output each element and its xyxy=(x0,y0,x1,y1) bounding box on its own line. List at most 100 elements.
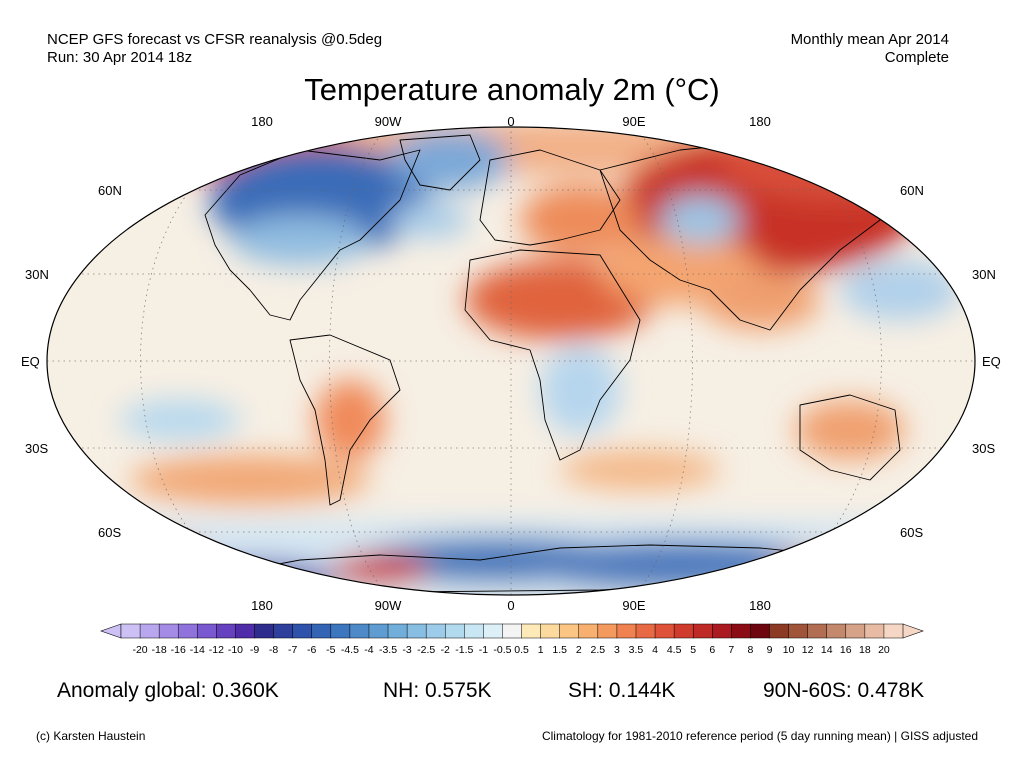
colorbar-swatch xyxy=(521,623,542,639)
colorbar-tick-label: 7 xyxy=(728,644,734,656)
colorbar-swatches xyxy=(100,623,924,639)
stat-nh: NH: 0.575K xyxy=(383,679,492,702)
run-info: Run: 30 Apr 2014 18z xyxy=(47,49,193,66)
colorbar-tick-label: 3.5 xyxy=(629,644,644,656)
colorbar-tick-label: 4 xyxy=(652,644,658,656)
colorbar-tick-label: 3 xyxy=(614,644,620,656)
climatology-note: Climatology for 1981-2010 reference peri… xyxy=(541,729,978,743)
colorbar-tick-label: 1.5 xyxy=(552,644,567,656)
lon-label-bottom-180e: 180 xyxy=(749,598,771,613)
colorbar-swatch xyxy=(673,623,694,639)
colorbar-tick-label: -12 xyxy=(209,644,224,656)
colorbar-swatch xyxy=(845,623,866,639)
stat-sh: SH: 0.144K xyxy=(568,679,676,702)
lon-label-bottom-180w: 180 xyxy=(251,598,273,613)
colorbar-tick-label: 6 xyxy=(709,644,715,656)
colorbar-tick-label: 4.5 xyxy=(667,644,682,656)
colorbar-swatch xyxy=(788,623,809,639)
colorbar-swatch xyxy=(883,623,904,639)
colorbar-tick-label: 1 xyxy=(538,644,544,656)
lon-label-top-90w: 90W xyxy=(374,114,402,129)
colorbar-swatch xyxy=(120,623,141,639)
map-title: Temperature anomaly 2m (°C) xyxy=(304,72,720,107)
colorbar-tick-label: 16 xyxy=(840,644,852,656)
colorbar-tick-label: -2 xyxy=(441,644,450,656)
lon-label-top-90e: 90E xyxy=(622,114,646,129)
colorbar-swatch xyxy=(311,623,332,639)
lat-label-right-60n: 60N xyxy=(900,183,924,198)
colorbar-tick-label: 8 xyxy=(747,644,753,656)
globe-outline xyxy=(46,126,976,596)
colorbar-tick-label: 14 xyxy=(821,644,833,656)
colorbar-swatch xyxy=(216,623,236,639)
colorbar-tick-label: 5 xyxy=(690,644,696,656)
colorbar-swatch xyxy=(444,623,465,639)
colorbar-swatch xyxy=(559,623,580,639)
colorbar-ticks: -20 -18 -16 -14 -12 -10 -9 -8 -7 -6 -5 -4.5 -4 -3.5 -3… xyxy=(132,644,889,656)
model-info: NCEP GFS forecast vs CFSR reanalysis @0.… xyxy=(47,31,383,48)
colorbar-swatch xyxy=(273,623,294,639)
colorbar-tick-label: -16 xyxy=(171,644,186,656)
colorbar-tick-label: -3 xyxy=(402,644,411,656)
colorbar-tick-label: -20 xyxy=(132,644,147,656)
lon-label-top-0: 0 xyxy=(507,114,515,129)
colorbar-swatch xyxy=(368,623,389,639)
credit: (c) Karsten Haustein xyxy=(36,729,146,743)
colorbar-tick-label: -1.5 xyxy=(455,644,473,656)
colorbar-swatch xyxy=(502,623,523,639)
colorbar-tick-label: -1 xyxy=(479,644,488,656)
colorbar-swatch xyxy=(483,623,504,639)
colorbar-tick-label: 2.5 xyxy=(591,644,606,656)
lat-label-left-eq: EQ xyxy=(21,354,40,369)
lat-label-left-60s: 60S xyxy=(98,525,122,540)
colorbar-swatch xyxy=(826,623,847,639)
colorbar-tick-label: 2 xyxy=(576,644,582,656)
colorbar-tick-label: -10 xyxy=(228,644,243,656)
lat-label-right-eq: EQ xyxy=(982,354,1001,369)
colorbar-swatch xyxy=(616,623,637,639)
colorbar-swatch xyxy=(731,623,751,639)
colorbar-tick-label: 12 xyxy=(802,644,814,656)
colorbar-tick-label: 0.5 xyxy=(514,644,529,656)
colorbar-swatch xyxy=(597,623,618,639)
colorbar-swatch xyxy=(464,623,484,639)
colorbar-tick-label: -8 xyxy=(269,644,278,656)
colorbar-swatch xyxy=(197,623,217,639)
lat-label-right-30n: 30N xyxy=(972,267,996,282)
colorbar-swatch xyxy=(807,623,828,639)
period-info: Monthly mean Apr 2014 xyxy=(790,31,949,48)
colorbar-swatch xyxy=(425,623,446,639)
colorbar-tick-label: -9 xyxy=(250,644,259,656)
stat-global: Anomaly global: 0.360K xyxy=(57,679,279,702)
colorbar-swatch xyxy=(578,623,599,639)
lat-label-left-60n: 60N xyxy=(98,183,122,198)
colorbar-swatch xyxy=(158,623,179,639)
colorbar-tick-label: 10 xyxy=(783,644,795,656)
colorbar-tick-label: -14 xyxy=(190,644,205,656)
status-info: Complete xyxy=(884,49,949,66)
stat-arctic: 90N-60S: 0.478K xyxy=(763,679,925,702)
lon-label-top-180e: 180 xyxy=(749,114,771,129)
colorbar-swatch xyxy=(292,623,313,639)
colorbar-tick-label: -4 xyxy=(364,644,373,656)
colorbar-tick-label: 18 xyxy=(859,644,871,656)
colorbar-tick-label: -2.5 xyxy=(417,644,435,656)
lat-label-right-30s: 30S xyxy=(972,441,996,456)
colorbar-swatch xyxy=(769,623,790,639)
colorbar-tick-label: 20 xyxy=(878,644,890,656)
colorbar-swatch xyxy=(654,623,675,639)
colorbar-swatch xyxy=(235,623,256,639)
colorbar-swatch xyxy=(139,623,160,639)
colorbar-tick-label: -18 xyxy=(152,644,167,656)
colorbar-swatch xyxy=(177,623,198,639)
colorbar-tick-label: -3.5 xyxy=(379,644,397,656)
colorbar-swatch xyxy=(254,623,275,639)
colorbar-swatch xyxy=(406,623,427,639)
colorbar-swatch xyxy=(540,623,561,639)
colorbar-tick-label: -5 xyxy=(326,644,335,656)
colorbar-tick-label: -0.5 xyxy=(493,644,511,656)
lat-label-left-30n: 30N xyxy=(25,267,49,282)
colorbar-swatch xyxy=(330,623,351,639)
colorbar-tick-label: -4.5 xyxy=(341,644,359,656)
